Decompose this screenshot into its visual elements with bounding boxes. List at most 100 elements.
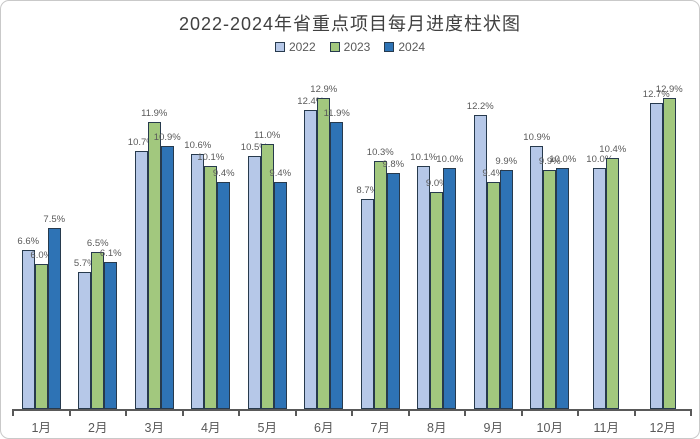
bar-2023-7月 — [373, 161, 387, 409]
legend-swatch-icon — [274, 42, 285, 52]
bar-2023-12月 — [662, 98, 676, 409]
x-category-label-3月: 3月 — [144, 421, 164, 435]
bar-2024-9月 — [499, 170, 513, 409]
bar-value-label: 5.7% — [73, 258, 96, 269]
bar-2023-3月 — [147, 122, 161, 409]
bar-value-label: 10.6% — [184, 140, 212, 151]
bar-2023-1月 — [34, 264, 48, 409]
x-category-label-1月: 1月 — [31, 421, 51, 435]
bar-value-label: 10.5% — [240, 142, 268, 153]
bar-value-label: 12.9% — [655, 84, 683, 95]
bar-2022-2月 — [78, 272, 92, 409]
bar-2022-10月 — [530, 146, 544, 409]
bar-2023-10月 — [543, 170, 557, 409]
legend-swatch-icon — [384, 42, 395, 52]
bar-2023-2月 — [91, 252, 105, 409]
bar-value-label: 8.7% — [356, 185, 379, 196]
bar-value-label: 10.3% — [366, 147, 394, 158]
bar-value-label: 10.1% — [197, 152, 225, 163]
x-category-label-2月: 2月 — [88, 421, 108, 435]
bar-value-label: 10.7% — [127, 137, 155, 148]
bar-value-label: 6.6% — [17, 236, 40, 247]
chart-title: 2022-2024年省重点项目每月进度柱状图 — [178, 14, 522, 34]
bar-2024-5月 — [273, 182, 287, 409]
bar-value-label: 9.9% — [495, 156, 518, 167]
bar-value-label: 9.4% — [482, 168, 505, 179]
bar-value-label: 10.0% — [586, 154, 614, 165]
bar-2022-1月 — [21, 250, 35, 409]
bar-value-label: 10.0% — [549, 154, 577, 165]
bar-2022-11月 — [593, 168, 607, 409]
bar-2023-4月 — [204, 166, 218, 409]
x-axis-tick — [68, 409, 71, 416]
bar-value-label: 6.5% — [86, 238, 109, 249]
bar-2022-8月 — [417, 166, 431, 409]
bar-value-label: 9.9% — [538, 156, 561, 167]
x-axis-tick — [351, 409, 353, 416]
chart-legend: 2022 2023 2024 — [1, 40, 699, 54]
x-category-label-5月: 5月 — [257, 421, 277, 435]
bar-2022-7月 — [360, 199, 374, 409]
bar-2022-12月 — [649, 103, 663, 409]
legend-label: 2022 — [288, 40, 316, 54]
bar-2024-1月 — [47, 228, 61, 409]
bar-2022-4月 — [191, 154, 205, 409]
x-category-label-11月: 11月 — [593, 421, 619, 435]
bar-2024-3月 — [160, 146, 174, 409]
bar-2024-4月 — [217, 182, 231, 409]
bar-2024-6月 — [330, 122, 344, 409]
bar-value-label: 10.4% — [599, 144, 627, 155]
bar-value-label: 12.4% — [297, 96, 325, 107]
bar-2023-11月 — [606, 158, 620, 409]
bar-value-label: 10.1% — [410, 152, 438, 163]
bar-value-label: 10.9% — [523, 132, 551, 143]
x-category-label-9月: 9月 — [483, 421, 503, 435]
bar-value-label: 12.7% — [642, 89, 670, 100]
x-category-label-8月: 8月 — [427, 421, 447, 435]
x-axis-tick — [577, 409, 579, 416]
x-axis-tick — [12, 409, 14, 416]
bar-value-label: 9.8% — [382, 159, 405, 170]
x-category-label-4月: 4月 — [201, 421, 221, 435]
x-axis-tick — [407, 409, 410, 416]
x-category-label-6月: 6月 — [314, 421, 334, 435]
x-axis-tick — [464, 409, 466, 416]
bar-value-label: 10.9% — [153, 132, 181, 143]
bar-value-label: 6.1% — [99, 248, 122, 259]
x-axis-tick — [520, 409, 523, 416]
bar-value-label: 11.9% — [323, 108, 350, 119]
bar-value-label: 11.0% — [254, 130, 281, 141]
bar-value-label: 9.4% — [212, 168, 235, 179]
x-axis-tick — [125, 409, 127, 416]
x-axis-tick — [690, 409, 692, 416]
bar-value-label: 10.0% — [436, 154, 464, 165]
bar-value-label: 7.5% — [43, 214, 66, 225]
bar-2022-9月 — [473, 115, 487, 409]
legend-label: 2023 — [343, 40, 371, 54]
bar-2023-6月 — [317, 98, 331, 409]
x-axis-tick — [238, 409, 240, 416]
bar-2022-6月 — [304, 110, 318, 409]
bar-2023-8月 — [430, 192, 444, 409]
x-axis-tick — [181, 409, 184, 416]
legend-item-2024: 2024 — [384, 40, 425, 54]
x-category-label-10月: 10月 — [536, 421, 563, 435]
bar-2024-2月 — [104, 262, 118, 409]
bar-value-label: 6.0% — [30, 250, 53, 261]
bar-2022-5月 — [247, 156, 261, 409]
legend-label: 2024 — [398, 40, 426, 54]
legend-item-2023: 2023 — [329, 40, 371, 54]
x-axis-tick — [294, 409, 297, 416]
bar-2024-8月 — [443, 168, 457, 409]
bar-2023-5月 — [260, 144, 274, 409]
legend-swatch-icon — [329, 42, 340, 52]
bar-value-label: 11.9% — [141, 108, 168, 119]
bar-2022-3月 — [134, 151, 148, 409]
x-category-label-7月: 7月 — [370, 421, 390, 435]
x-category-label-12月: 12月 — [649, 421, 676, 435]
bar-value-label: 12.2% — [466, 101, 494, 112]
bar-2024-7月 — [386, 173, 400, 409]
bar-value-label: 9.0% — [425, 178, 448, 189]
